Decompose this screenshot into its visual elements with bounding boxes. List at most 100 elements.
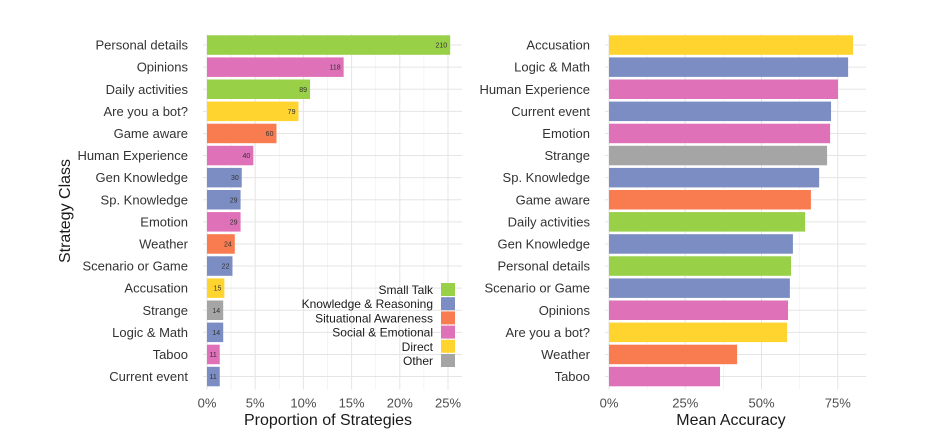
y-tick-label: Daily activities [106,82,189,97]
bar-data-label: 29 [230,197,238,204]
bar [207,79,311,99]
x-tick-label: 75% [825,396,851,411]
y-tick-label: Strange [142,303,188,318]
y-tick-label: Taboo [555,369,590,384]
y-tick-label: Current event [109,369,188,384]
y-tick-label: Logic & Math [112,325,188,340]
bar [207,344,220,365]
legend-swatch [441,354,455,367]
y-tick-label: Strange [544,148,590,163]
bar [207,35,451,55]
bar [609,234,793,254]
left-panel: 0% 5% 10% 15% 20% 25% Personal details 210 Opini… [77,34,462,411]
y-tick-label: Scenario or Game [485,281,591,296]
bar [609,256,792,276]
bar [609,167,820,188]
x-tick-label: 5% [246,396,265,411]
y-tick-label: Personal details [96,38,189,53]
x-tick-label: 15% [339,396,365,411]
bar [609,57,849,77]
bar [207,101,299,122]
bar [207,123,277,144]
bar-data-label: 11 [209,374,216,381]
y-tick-label: Emotion [140,214,188,229]
y-tick-label: Gen Knowledge [497,236,590,251]
legend-label: Social & Emotional [332,326,433,340]
x-tick-label: 50% [748,396,774,411]
y-tick-label: Accusation [526,38,590,53]
y-tick-label: Opinions [539,303,591,318]
bar [207,234,235,254]
bar [609,212,806,232]
legend-swatch [441,325,455,339]
legend-label: Direct [402,340,434,354]
legend-label: Other [403,354,433,368]
bar-data-label: 29 [230,219,238,226]
legend-label: Situational Awareness [315,311,433,325]
bar [207,256,233,276]
right-panel: 0% 25% 50% 75% Accusation Logic & Math Human E… [479,34,866,411]
bar [207,145,254,166]
y-tick-label: Current event [511,104,590,119]
y-tick-label: Scenario or Game [83,259,189,274]
bar [207,212,241,232]
y-tick-label: Sp. Knowledge [503,170,590,185]
bar [207,322,224,343]
bar [207,190,241,210]
legend-swatch [441,339,455,353]
bar-data-label: 40 [243,153,251,160]
bar-data-label: 22 [222,264,230,271]
bar [207,300,224,320]
bar [207,57,344,77]
y-tick-label: Opinions [137,60,189,75]
legend-swatch [441,311,455,325]
y-tick-label: Game aware [516,192,590,207]
left-x-axis-title: Proportion of Strategies [244,412,412,429]
y-tick-label: Logic & Math [514,60,590,75]
bar-data-label: 14 [212,330,220,337]
bar-data-label: 11 [209,352,216,359]
bar [207,278,225,298]
y-tick-label: Human Experience [479,82,590,97]
y-tick-label: Accusation [124,281,188,296]
y-tick-label: Gen Knowledge [95,170,188,185]
y-tick-label: Daily activities [508,214,591,229]
y-tick-label: Personal details [498,259,591,274]
bar [609,35,853,55]
y-tick-label: Are you a bot? [103,104,188,119]
legend-swatch [441,283,455,296]
bar [609,344,738,365]
bar [207,167,242,188]
x-tick-label: 10% [290,396,316,411]
legend-swatch [441,297,455,311]
bar [609,145,828,166]
y-tick-label: Human Experience [77,148,188,163]
bar [207,366,220,387]
y-tick-label: Emotion [542,126,590,141]
bar [609,300,789,320]
y-tick-label: Sp. Knowledge [101,192,188,207]
bar-data-label: 89 [299,87,307,94]
x-tick-label: 0% [600,396,619,411]
x-tick-label: 25% [672,396,698,411]
bar [609,322,788,343]
x-tick-label: 20% [387,396,413,411]
y-tick-label: Taboo [153,347,188,362]
y-tick-label: Weather [541,347,591,362]
bar-data-label: 79 [288,109,296,116]
bar-data-label: 30 [231,175,239,182]
bar [609,366,721,387]
bar [609,190,811,210]
bar [609,101,832,122]
x-tick-label: 25% [435,396,461,411]
right-x-axis-title: Mean Accuracy [676,412,785,429]
y-tick-label: Weather [139,236,189,251]
bar-data-label: 210 [435,43,447,50]
bar-data-label: 24 [224,241,232,248]
legend-label: Knowledge & Reasoning [302,297,433,311]
bar [609,278,790,298]
bar [609,79,839,99]
y-tick-label: Game aware [114,126,188,141]
